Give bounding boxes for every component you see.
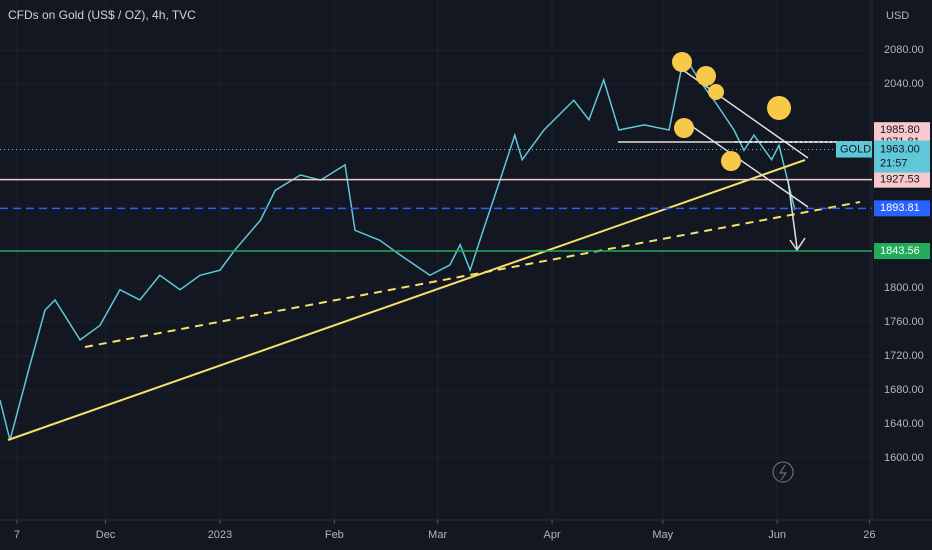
arrow-head [789, 237, 806, 252]
y-tick-label: 1680.00 [884, 384, 924, 396]
channel-line [689, 124, 809, 208]
overlay: 1985.801971.811927.531893.811843.56GOLD1… [0, 122, 930, 260]
emoji [674, 118, 694, 138]
last-price-label: 1963.00 [880, 143, 920, 155]
countdown: 21:57 [880, 157, 908, 169]
y-tick-label: 1800.00 [884, 282, 924, 294]
x-tick-label: 7 [14, 529, 20, 541]
icon [772, 461, 794, 483]
x-tick-label: Apr [543, 529, 560, 541]
price-line [0, 53, 796, 441]
y-tick-label: 1720.00 [884, 350, 924, 362]
y-tick-label: 1640.00 [884, 418, 924, 430]
emoji [708, 84, 724, 100]
y-tick-label: 1600.00 [884, 452, 924, 464]
level-label: 1843.56 [880, 245, 920, 257]
arrow [787, 179, 798, 249]
trendline [7, 159, 806, 441]
last-price-tag [836, 141, 872, 158]
x-tick-label: May [652, 529, 673, 541]
x-tick-label: 26 [863, 529, 875, 541]
y-tick-label: 2080.00 [884, 44, 924, 56]
axis-unit: USD [886, 10, 909, 22]
level-label: 1927.53 [880, 174, 920, 186]
trendline [84, 201, 861, 348]
chart-title: CFDs on Gold (US$ / OZ), 4h, TVC [8, 8, 196, 22]
emoji [721, 151, 741, 171]
level-label: 1893.81 [880, 202, 920, 214]
level-box [874, 200, 930, 217]
x-tick-label: Dec [96, 529, 116, 541]
x-tick-label: Jun [768, 529, 786, 541]
grid [0, 0, 872, 520]
drawings [7, 52, 872, 483]
x-tick-label: 2023 [208, 529, 232, 541]
emoji [696, 66, 716, 86]
level-box [874, 171, 930, 188]
y-tick-label: 2040.00 [884, 78, 924, 90]
y-tick-label: 1760.00 [884, 316, 924, 328]
last-price-box [874, 140, 930, 173]
x-tick-label: Feb [325, 529, 344, 541]
x-tick-label: Mar [428, 529, 447, 541]
icon [779, 464, 787, 481]
last-price-name: GOLD [840, 143, 871, 155]
emoji [672, 52, 692, 72]
level-label: 1985.80 [880, 124, 920, 136]
emoji [767, 96, 791, 120]
level-box [874, 243, 930, 260]
plot [0, 53, 796, 441]
